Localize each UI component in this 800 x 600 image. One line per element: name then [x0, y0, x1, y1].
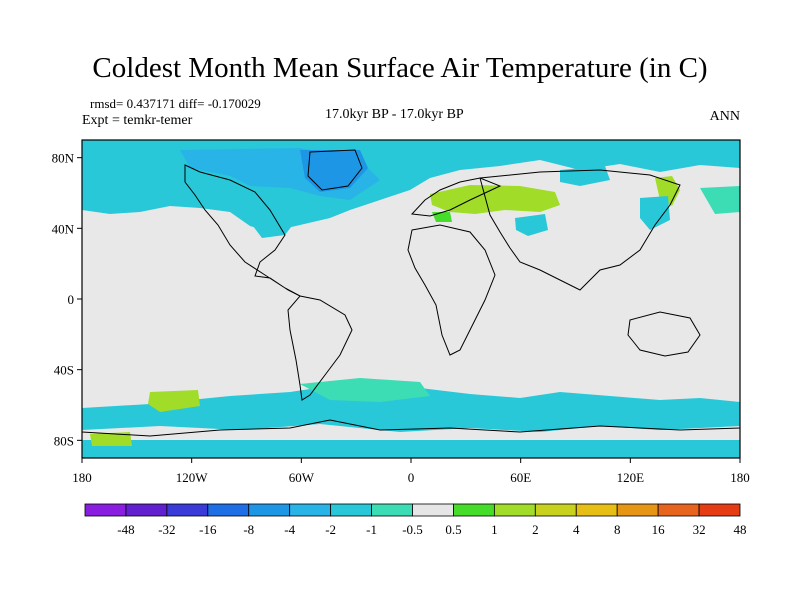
lat-tick-label: 40S — [54, 363, 74, 378]
lon-tick-label: 120E — [617, 470, 645, 485]
colorbar-swatch — [616, 503, 659, 517]
greenland-coast — [307, 149, 363, 191]
colorbar-swatch — [371, 503, 413, 517]
colorbar-label: -1 — [366, 522, 377, 537]
chart-title: Coldest Month Mean Surface Air Temperatu… — [92, 52, 708, 84]
colorbar-swatch — [248, 503, 291, 517]
south-pacific-warm-patch — [148, 390, 200, 412]
south-america-coast — [287, 295, 353, 401]
eurasia-warm-region — [430, 185, 560, 214]
colorbar-label: 4 — [573, 522, 580, 537]
coastlines — [82, 149, 740, 437]
colorbar-swatch — [207, 503, 250, 517]
med-green-patch — [432, 212, 452, 222]
lon-tick-label: 60E — [510, 470, 531, 485]
colorbar-label: 1 — [491, 522, 498, 537]
asia-cool-patch — [515, 214, 548, 236]
east-asia-cool-region — [640, 196, 670, 230]
colorbar-label: 8 — [614, 522, 621, 537]
colorbar-label: -16 — [199, 522, 217, 537]
colorbar-swatch — [493, 503, 536, 517]
experiment-label: Expt = temkr-temer — [82, 113, 193, 128]
colorbar-swatch — [84, 503, 127, 517]
colorbar: -48 -32 -16 -8 -4 -2 -1 -0.5 0.5 1 2 4 8 16 32 48 — [84, 503, 747, 537]
colorbar-swatch — [657, 503, 700, 517]
lon-axis: 180 120W 60W 0 60E 120E 180 — [72, 458, 750, 485]
colorbar-label: -8 — [243, 522, 254, 537]
lon-tick-label: 180 — [730, 470, 750, 485]
colorbar-swatch — [575, 503, 618, 517]
colorbar-swatch — [453, 503, 495, 517]
colorbar-label: 16 — [652, 522, 666, 537]
colorbar-label: -48 — [117, 522, 134, 537]
colorbar-swatch — [412, 503, 454, 517]
lon-tick-label: 60W — [289, 470, 315, 485]
colorbar-label: -32 — [158, 522, 175, 537]
season-label: ANN — [709, 109, 740, 124]
colorbar-label: 2 — [532, 522, 539, 537]
lat-tick-label: 80S — [54, 433, 74, 448]
pacific-teal-patch — [700, 186, 740, 214]
africa-coast — [407, 224, 496, 356]
colorbar-swatch — [166, 503, 209, 517]
period-label: 17.0kyr BP - 17.0kyr BP — [325, 107, 464, 122]
colorbar-label: -0.5 — [402, 522, 423, 537]
lat-axis: 80N 40N 0 40S 80S — [52, 151, 82, 448]
lat-tick-label: 0 — [68, 292, 75, 307]
europe-coast — [410, 177, 502, 217]
antarctic-margin-neutral — [82, 424, 740, 440]
colorbar-label: -4 — [284, 522, 295, 537]
north-america-coast — [184, 164, 301, 297]
stats-label: rmsd= 0.437171 diff= -0.170029 — [90, 96, 261, 111]
colorbar-label: 32 — [693, 522, 706, 537]
lat-tick-label: 80N — [52, 151, 75, 166]
australia-coast — [627, 311, 701, 357]
antarctica-coast — [82, 419, 740, 437]
colorbar-label: 48 — [734, 522, 747, 537]
lon-tick-label: 0 — [408, 470, 415, 485]
lat-tick-label: 40N — [52, 221, 75, 236]
asia-coast — [479, 169, 681, 291]
anomaly-field — [82, 140, 740, 458]
antarctic-warm-patch — [90, 432, 132, 446]
lon-tick-label: 120W — [176, 470, 209, 485]
colorbar-swatch — [698, 503, 741, 517]
colorbar-label: -2 — [325, 522, 336, 537]
colorbar-swatch — [125, 503, 168, 517]
colorbar-swatch — [534, 503, 577, 517]
southern-ocean-teal-region — [300, 378, 430, 402]
colorbar-swatch — [330, 503, 372, 517]
colorbar-label: 0.5 — [445, 522, 461, 537]
lon-tick-label: 180 — [72, 470, 92, 485]
colorbar-swatch — [289, 503, 332, 517]
